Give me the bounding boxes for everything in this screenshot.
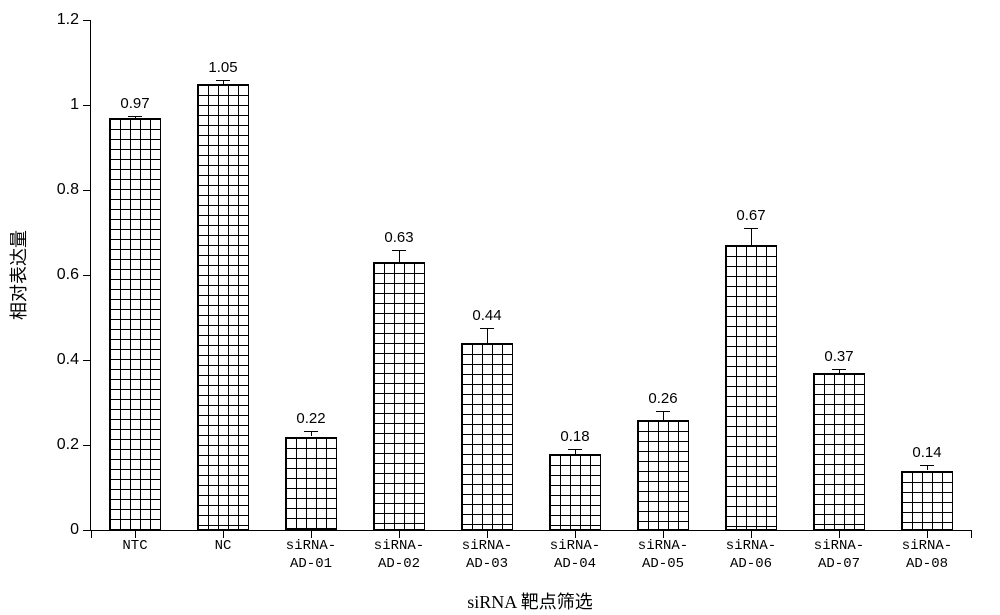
bar-value-label: 0.97: [120, 95, 149, 112]
bar: [109, 118, 162, 530]
x-tick: [487, 530, 488, 538]
y-tick-label: 0.6: [57, 266, 79, 284]
bar-value-label: 0.18: [560, 428, 589, 445]
x-tick: [971, 530, 972, 538]
bar: [197, 84, 250, 530]
error-cap: [568, 449, 582, 450]
y-tick: [83, 275, 91, 276]
error-cap: [920, 465, 934, 466]
bar: [813, 373, 866, 530]
error-cap: [480, 328, 494, 329]
bar-value-label: 0.63: [384, 229, 413, 246]
y-tick-label: 0.8: [57, 181, 79, 199]
y-tick-label: 0.2: [57, 436, 79, 454]
y-tick: [83, 190, 91, 191]
error-cap: [392, 250, 406, 251]
x-tick-label: NC: [215, 538, 232, 556]
x-tick-label: siRNA- AD-08: [902, 538, 952, 573]
chart-container: 相对表达量 siRNA 靶点筛选 00.20.40.60.811.2NTC0.9…: [0, 0, 1000, 615]
y-tick: [83, 530, 91, 531]
x-tick-label: siRNA- AD-05: [638, 538, 688, 573]
error-cap: [744, 228, 758, 229]
x-tick-label: siRNA- AD-02: [374, 538, 424, 573]
y-axis-title: 相对表达量: [5, 230, 31, 320]
error-bar: [663, 411, 664, 420]
x-tick: [839, 530, 840, 538]
bar-value-label: 0.37: [824, 348, 853, 365]
bar: [461, 343, 514, 530]
x-tick: [663, 530, 664, 538]
y-tick-label: 1: [70, 96, 79, 114]
x-tick-label: siRNA- AD-01: [286, 538, 336, 573]
bar: [637, 420, 690, 531]
bar-value-label: 0.26: [648, 390, 677, 407]
x-tick: [399, 530, 400, 538]
error-cap: [216, 80, 230, 81]
bar: [725, 245, 778, 530]
error-cap: [832, 369, 846, 370]
bar: [901, 471, 954, 531]
x-tick: [927, 530, 928, 538]
y-tick: [83, 360, 91, 361]
bar-value-label: 0.14: [912, 444, 941, 461]
bar-value-label: 1.05: [208, 59, 237, 76]
bar-value-label: 0.22: [296, 410, 325, 427]
x-tick-label: siRNA- AD-04: [550, 538, 600, 573]
y-tick-label: 0: [70, 521, 79, 539]
y-tick-label: 0.4: [57, 351, 79, 369]
y-tick: [83, 20, 91, 21]
x-tick-label: siRNA- AD-06: [726, 538, 776, 573]
error-cap: [304, 431, 318, 432]
x-tick: [91, 530, 92, 538]
bar: [373, 262, 426, 530]
bar-value-label: 0.44: [472, 307, 501, 324]
x-tick: [135, 530, 136, 538]
x-tick-label: siRNA- AD-03: [462, 538, 512, 573]
x-tick-label: NTC: [122, 538, 147, 556]
x-axis-title: siRNA 靶点筛选: [467, 588, 593, 614]
bar: [549, 454, 602, 531]
bar-value-label: 0.67: [736, 207, 765, 224]
y-tick-label: 1.2: [57, 11, 79, 29]
x-tick: [311, 530, 312, 538]
x-tick: [751, 530, 752, 538]
x-tick: [223, 530, 224, 538]
plot-area: 00.20.40.60.811.2NTC0.97NC1.05siRNA- AD-…: [90, 20, 971, 531]
error-bar: [487, 328, 488, 343]
y-tick: [83, 105, 91, 106]
error-cap: [656, 411, 670, 412]
error-bar: [751, 228, 752, 245]
x-tick: [575, 530, 576, 538]
error-bar: [399, 250, 400, 263]
bar: [285, 437, 338, 531]
x-tick-label: siRNA- AD-07: [814, 538, 864, 573]
y-tick: [83, 445, 91, 446]
error-cap: [128, 116, 142, 117]
